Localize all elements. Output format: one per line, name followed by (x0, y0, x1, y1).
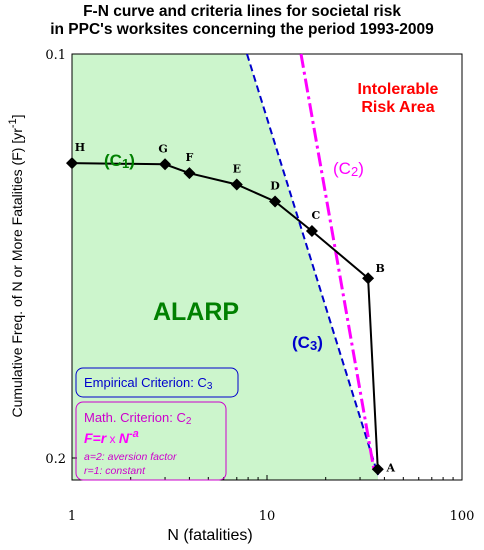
fn-point-h (66, 157, 78, 170)
y-tick-label: 0.1 (45, 48, 66, 63)
c2-criterion-line (299, 53, 376, 471)
fn-point-label-f: F (185, 151, 193, 164)
math-criterion-formula: F=r x N-a (84, 428, 139, 446)
math-criterion-box (75, 401, 227, 481)
c3-label: (C3) (292, 333, 323, 353)
fn-point-label-d: D (270, 179, 280, 192)
alarp-region (72, 54, 378, 480)
fn-point-a (371, 463, 384, 476)
y-axis-label: Cumulative Freq. of N or More Fatalities… (7, 114, 25, 417)
fn-point-label-h: H (75, 141, 85, 154)
fn-point-label-a: A (386, 461, 396, 474)
math-criterion-note-1: a=2: aversion factor (84, 451, 177, 463)
x-tick-label: 10 (259, 509, 276, 524)
x-axis-label: N (fatalities) (167, 527, 252, 544)
chart-title-line-1: F-N curve and criteria lines for societa… (83, 3, 401, 20)
intolerable-label-line-2: Risk Area (361, 99, 434, 116)
fn-point-c (305, 224, 318, 237)
chart-title-line-2: in PPC's worksites concerning the period… (50, 21, 434, 38)
empirical-criterion-box (75, 367, 239, 398)
fn-points: H G F E D C B A (66, 141, 396, 476)
x-axis-ticks: 1 10 100 (68, 475, 475, 524)
fn-point-label-e: E (233, 162, 241, 175)
fn-point-g (159, 158, 172, 171)
y-tick-label: 0.2 (45, 452, 66, 467)
alarp-label: ALARP (153, 298, 239, 326)
c3-criterion-line (246, 53, 379, 476)
fn-point-f (183, 167, 196, 180)
c1-label: (C1) (104, 151, 135, 171)
intolerable-label-line-1: Intolerable (358, 81, 439, 98)
fn-point-b (362, 272, 375, 285)
math-criterion-text: Math. Criterion: C2 (84, 410, 192, 427)
math-criterion-note-2: r=1: constant (84, 465, 146, 477)
y-axis-ticks: 0.1 0.2 (45, 48, 77, 467)
x-tick-label: 100 (450, 509, 475, 524)
empirical-criterion-text: Empirical Criterion: C3 (84, 375, 213, 392)
fn-point-d (269, 195, 282, 208)
fn-point-label-b: B (375, 262, 384, 275)
fn-point-label-g: G (158, 142, 167, 155)
fn-point-e (230, 178, 243, 191)
c2-label: (C2) (333, 159, 364, 179)
fn-point-label-c: C (312, 209, 321, 222)
x-tick-label: 1 (68, 509, 76, 524)
